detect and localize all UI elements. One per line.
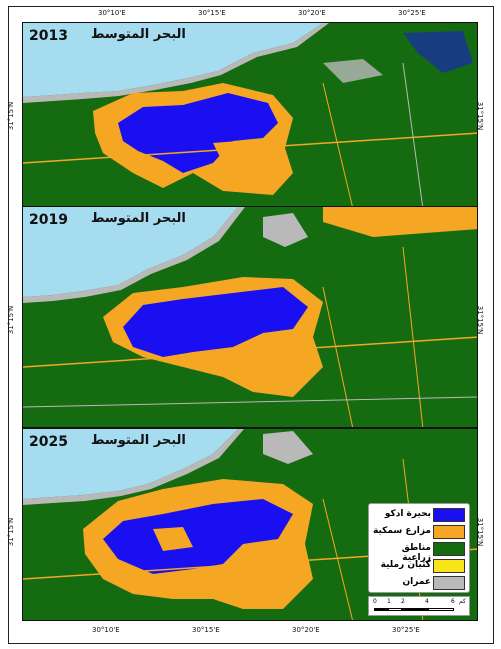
legend-item-sand-dunes: كثبان رملية <box>371 558 467 574</box>
lon-tick-top: 30°10'E <box>98 9 126 17</box>
scale-tick: 1 <box>387 598 391 605</box>
legend-swatch <box>433 559 465 573</box>
sea-label: البحر المتوسط <box>91 27 186 42</box>
panel-year: 2019 <box>29 212 68 228</box>
scale-segment <box>374 608 388 611</box>
legend-item-urban: عمران <box>371 575 467 591</box>
legend-label: عمران <box>402 577 431 587</box>
lon-tick-bottom: 30°25'E <box>392 626 420 634</box>
map-panel-2013: 2013 البحر المتوسط <box>22 22 478 208</box>
legend-item-lake: بحيرة ادكو <box>371 507 467 523</box>
scale-tick: 0 <box>373 598 377 605</box>
legend-swatch <box>433 525 465 539</box>
lon-tick-bottom: 30°20'E <box>292 626 320 634</box>
sea-label: البحر المتوسط <box>91 211 186 226</box>
scale-unit: كم <box>459 598 466 605</box>
scale-segment <box>388 608 402 611</box>
scale-tick: 2 <box>401 598 405 605</box>
legend-label: مزارع سمكية <box>373 526 431 536</box>
map-legend: بحيرة ادكو مزارع سمكية مناطق زراعية كثبا… <box>368 503 470 593</box>
legend-label: مناطق زراعية <box>401 543 431 563</box>
sea-label: البحر المتوسط <box>91 433 186 448</box>
lat-tick-left: 31°15'N <box>7 305 16 335</box>
panel-year: 2013 <box>29 28 68 44</box>
scale-bar: 0 1 2 4 6 كم <box>368 596 470 616</box>
lon-tick-bottom: 30°10'E <box>92 626 120 634</box>
panel-year: 2025 <box>29 434 68 450</box>
lat-tick-left: 31°15'N <box>7 517 16 547</box>
lon-tick-bottom: 30°15'E <box>192 626 220 634</box>
lon-tick-top: 30°15'E <box>198 9 226 17</box>
legend-item-fish-farms: مزارع سمكية <box>371 524 467 540</box>
scale-tick: 6 <box>451 598 455 605</box>
legend-label: كثبان رملية <box>380 560 431 570</box>
map-image-2019 <box>23 207 477 427</box>
scale-segment <box>402 608 428 611</box>
lon-tick-top: 30°25'E <box>398 9 426 17</box>
map-panel-2019: 2019 البحر المتوسط <box>22 206 478 428</box>
legend-swatch <box>433 508 465 522</box>
scale-segment <box>428 608 454 611</box>
scale-tick: 4 <box>425 598 429 605</box>
lon-tick-top: 30°20'E <box>298 9 326 17</box>
map-image-2013 <box>23 23 477 207</box>
legend-label: بحيرة ادكو <box>384 509 431 519</box>
legend-swatch <box>433 542 465 556</box>
lat-tick-left: 31°15'N <box>7 101 16 131</box>
legend-item-agriculture: مناطق زراعية <box>371 541 467 563</box>
legend-swatch <box>433 576 465 590</box>
